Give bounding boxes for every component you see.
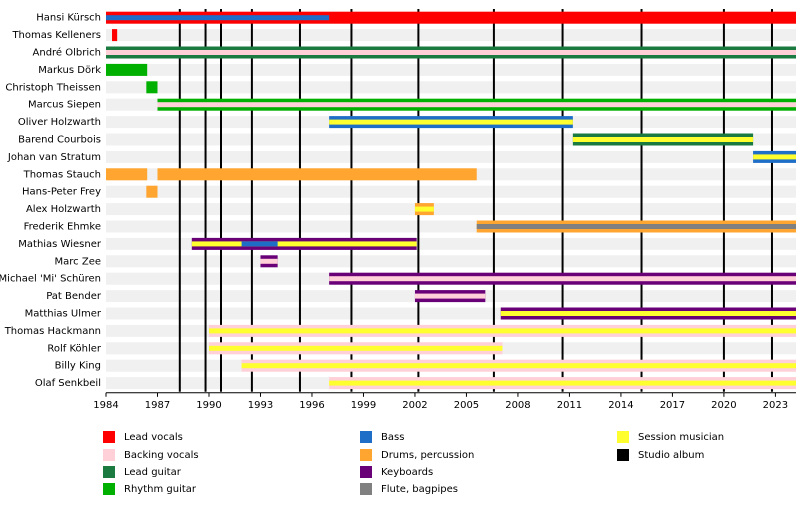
member-label: André Olbrich — [33, 47, 101, 59]
role-stripe — [572, 137, 754, 142]
legend-label: Keyboards — [381, 467, 433, 478]
member-label: Rolf Köhler — [47, 343, 102, 354]
legend-label: Drums, percussion — [381, 450, 474, 461]
x-tick-label: 2008 — [505, 400, 530, 411]
member-label: Michael 'Mi' Schüren — [0, 274, 101, 285]
role-stripe — [157, 102, 796, 108]
role-stripe — [414, 293, 486, 299]
role-stripe — [241, 241, 278, 247]
role-stripe — [414, 206, 434, 212]
x-tick-label: 2014 — [608, 400, 633, 411]
x-tick-label: 2011 — [557, 400, 582, 411]
member-label: Mathias Wiesner — [18, 239, 102, 250]
member-label: Barend Courbois — [18, 135, 101, 146]
role-bar — [146, 185, 158, 198]
member-label: Johan van Stratum — [7, 152, 101, 163]
role-stripe — [329, 276, 796, 282]
x-tick-label: 1984 — [93, 400, 118, 411]
legend-swatch — [103, 466, 115, 478]
x-tick-label: 1996 — [299, 400, 324, 411]
legend-swatch — [360, 431, 372, 443]
legend-label: Studio album — [638, 450, 704, 461]
legend-swatch — [360, 466, 372, 478]
x-tick-label: 2005 — [454, 400, 479, 411]
role-stripe — [329, 119, 573, 125]
role-stripe — [106, 15, 330, 21]
member-label: Markus Dörk — [38, 65, 101, 76]
role-stripe — [329, 380, 796, 386]
member-label: Hans-Peter Frey — [22, 187, 101, 198]
x-tick-label: 1993 — [248, 400, 273, 411]
role-stripe — [500, 311, 796, 316]
row-band — [106, 185, 796, 198]
legend-label: Session musician — [638, 432, 724, 443]
x-tick-label: 1987 — [145, 400, 170, 411]
role-bar — [157, 168, 477, 181]
row-band — [106, 63, 796, 76]
legend-label: Lead vocals — [124, 432, 183, 443]
role-stripe — [208, 345, 503, 351]
role-stripe — [208, 328, 796, 334]
role-stripe — [106, 50, 796, 55]
x-tick-label: 2002 — [402, 400, 427, 411]
member-label: Thomas Kelleners — [11, 30, 101, 41]
legend-swatch — [360, 483, 372, 495]
row-band — [106, 29, 796, 42]
x-tick-label: 2020 — [711, 400, 736, 411]
member-label: Matthias Ulmer — [25, 309, 102, 320]
role-stripe — [191, 241, 417, 247]
row-band — [106, 150, 796, 163]
member-label: Marcus Siepen — [28, 100, 101, 111]
role-bar — [106, 168, 148, 181]
member-label: Billy King — [55, 361, 101, 372]
role-bar — [146, 81, 158, 94]
legend-label: Lead guitar — [124, 467, 182, 478]
member-label: Marc Zee — [55, 256, 101, 267]
row-band — [106, 81, 796, 94]
x-tick-label: 1990 — [196, 400, 221, 411]
legend-swatch — [103, 431, 115, 443]
legend-swatch — [103, 483, 115, 495]
legend-label: Bass — [381, 432, 404, 443]
x-tick-label: 2023 — [763, 400, 788, 411]
legend-swatch — [617, 449, 629, 461]
row-band — [106, 255, 796, 268]
legend-swatch — [360, 449, 372, 461]
member-label: Olaf Senkbeil — [35, 378, 101, 389]
legend-swatch — [103, 449, 115, 461]
role-stripe — [753, 154, 796, 160]
role-bar — [112, 29, 118, 42]
x-tick-label: 1999 — [351, 400, 376, 411]
member-label: Thomas Stauch — [23, 169, 101, 180]
role-stripe — [260, 258, 278, 264]
role-stripe — [476, 224, 796, 229]
x-tick-label: 2017 — [660, 400, 685, 411]
member-label: Hansi Kürsch — [36, 13, 101, 24]
member-label: Frederik Ehmke — [24, 222, 101, 233]
legend-label: Flute, bagpipes — [381, 484, 458, 495]
role-stripe — [241, 363, 796, 369]
member-label: Thomas Hackmann — [4, 326, 101, 337]
legend-swatch — [617, 431, 629, 443]
role-bar — [106, 63, 148, 76]
role-bar — [106, 11, 796, 24]
row-band — [106, 203, 796, 216]
member-label: Oliver Holzwarth — [18, 117, 101, 128]
legend-label: Rhythm guitar — [124, 484, 197, 495]
member-label: Alex Holzwarth — [26, 204, 101, 215]
member-label: Christoph Theissen — [5, 82, 101, 93]
legend-label: Backing vocals — [124, 450, 199, 461]
member-label: Pat Bender — [46, 291, 102, 302]
